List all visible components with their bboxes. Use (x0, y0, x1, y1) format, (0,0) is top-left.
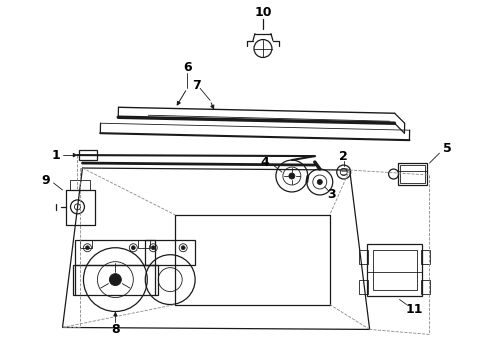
Bar (80, 240, 93, 248)
Circle shape (151, 246, 155, 250)
Bar (397, 163, 427, 185)
Circle shape (181, 246, 185, 250)
Bar (138, 240, 150, 248)
Bar (359, 280, 368, 293)
Bar (367, 244, 422, 296)
Bar (421, 250, 431, 264)
Bar (359, 250, 368, 264)
Bar (74, 265, 158, 294)
Text: 9: 9 (41, 174, 50, 186)
Text: 3: 3 (327, 188, 336, 202)
Circle shape (131, 246, 135, 250)
Text: 5: 5 (443, 141, 452, 155)
Text: 4: 4 (261, 156, 270, 168)
Bar (372, 250, 416, 289)
Text: 2: 2 (340, 150, 348, 163)
Circle shape (109, 274, 122, 285)
Text: 1: 1 (51, 149, 60, 162)
Circle shape (289, 173, 295, 179)
Text: 10: 10 (254, 6, 271, 19)
Bar (421, 280, 431, 293)
Bar (71, 180, 91, 190)
Text: 6: 6 (183, 61, 192, 74)
Circle shape (318, 180, 322, 184)
Bar (399, 165, 425, 183)
Bar (145, 240, 195, 265)
Text: 11: 11 (406, 303, 423, 316)
Bar (75, 240, 155, 265)
Bar (79, 150, 98, 160)
Circle shape (85, 246, 90, 250)
Text: 8: 8 (111, 323, 120, 336)
Text: 7: 7 (192, 79, 200, 92)
